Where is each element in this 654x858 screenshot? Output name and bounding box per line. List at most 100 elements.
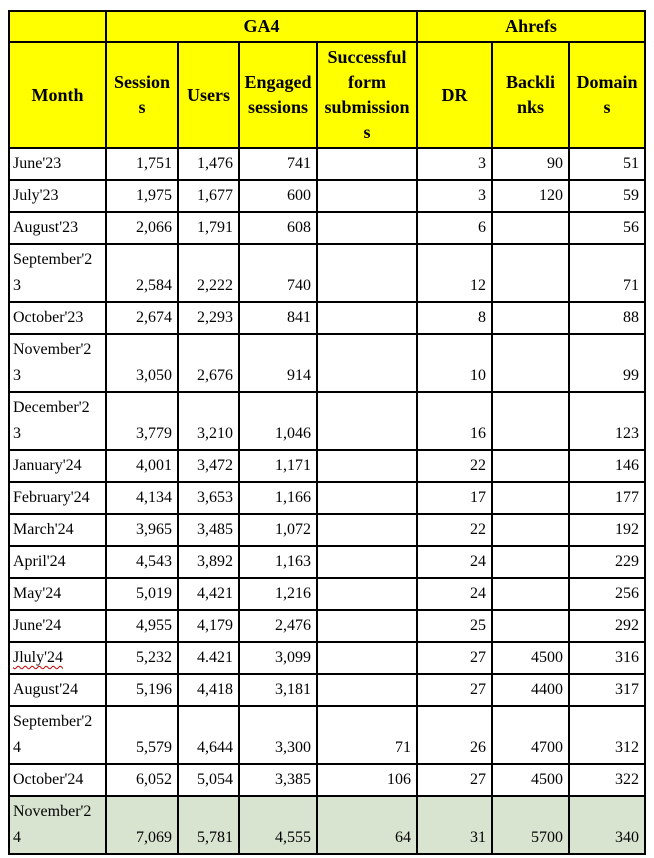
sessions-cell: 3,965 bbox=[105, 513, 179, 547]
month-cell: July'23 bbox=[8, 179, 107, 213]
dr-cell: 10 bbox=[416, 333, 493, 393]
form-submissions-cell bbox=[316, 147, 418, 181]
month-cell: June'23 bbox=[8, 147, 107, 181]
column-header-dr: DR bbox=[416, 41, 493, 149]
dr-cell: 6 bbox=[416, 211, 493, 245]
domains-cell: 99 bbox=[568, 333, 646, 393]
engaged-sessions-cell: 1,166 bbox=[238, 481, 318, 515]
engaged-sessions-cell: 3,181 bbox=[238, 673, 318, 707]
sessions-cell: 4,134 bbox=[105, 481, 179, 515]
form-submissions-cell bbox=[316, 673, 418, 707]
users-cell: 1,791 bbox=[177, 211, 240, 245]
engaged-sessions-cell: 1,171 bbox=[238, 449, 318, 483]
table-row: Jluly'24 5,232 4.421 3,099 27 4500 316 bbox=[8, 641, 646, 675]
sessions-cell: 2,584 bbox=[105, 243, 179, 303]
form-submissions-cell bbox=[316, 609, 418, 643]
column-header-row: Month Sessions Users Engaged sessions Su… bbox=[8, 41, 646, 149]
group-header-row: GA4 Ahrefs bbox=[8, 10, 646, 43]
month-cell: October'24 bbox=[8, 763, 107, 797]
table-row: January'24 4,001 3,472 1,171 22 146 bbox=[8, 449, 646, 483]
domains-cell: 322 bbox=[568, 763, 646, 797]
dr-cell: 27 bbox=[416, 673, 493, 707]
table-row: June'24 4,955 4,179 2,476 25 292 bbox=[8, 609, 646, 643]
backlinks-cell bbox=[491, 481, 570, 515]
analytics-table: GA4 Ahrefs Month Sessions Users Engaged … bbox=[8, 10, 646, 855]
month-cell: December'23 bbox=[8, 391, 107, 451]
sessions-cell: 4,955 bbox=[105, 609, 179, 643]
column-header-users: Users bbox=[177, 41, 240, 149]
domains-cell: 123 bbox=[568, 391, 646, 451]
domains-cell: 192 bbox=[568, 513, 646, 547]
dr-cell: 26 bbox=[416, 705, 493, 765]
form-submissions-cell bbox=[316, 391, 418, 451]
table-row: February'24 4,134 3,653 1,166 17 177 bbox=[8, 481, 646, 515]
column-header-backlinks: Backlinks bbox=[491, 41, 570, 149]
dr-cell: 3 bbox=[416, 179, 493, 213]
users-cell: 4.421 bbox=[177, 641, 240, 675]
dr-cell: 31 bbox=[416, 795, 493, 855]
sessions-cell: 5,196 bbox=[105, 673, 179, 707]
sessions-cell: 3,779 bbox=[105, 391, 179, 451]
domains-cell: 71 bbox=[568, 243, 646, 303]
backlinks-cell: 4400 bbox=[491, 673, 570, 707]
dr-cell: 22 bbox=[416, 449, 493, 483]
table-row: October'24 6,052 5,054 3,385 106 27 4500 322 bbox=[8, 763, 646, 797]
dr-cell: 27 bbox=[416, 641, 493, 675]
users-cell: 2,676 bbox=[177, 333, 240, 393]
engaged-sessions-cell: 3,385 bbox=[238, 763, 318, 797]
sessions-cell: 4,001 bbox=[105, 449, 179, 483]
group-header-ga4: GA4 bbox=[105, 10, 418, 43]
month-cell: May'24 bbox=[8, 577, 107, 611]
form-submissions-cell bbox=[316, 301, 418, 335]
engaged-sessions-cell: 600 bbox=[238, 179, 318, 213]
domains-cell: 229 bbox=[568, 545, 646, 579]
backlinks-cell: 4500 bbox=[491, 641, 570, 675]
backlinks-cell: 90 bbox=[491, 147, 570, 181]
dr-cell: 24 bbox=[416, 545, 493, 579]
engaged-sessions-cell: 1,216 bbox=[238, 577, 318, 611]
domains-cell: 59 bbox=[568, 179, 646, 213]
month-cell: September'24 bbox=[8, 705, 107, 765]
engaged-sessions-cell: 4,555 bbox=[238, 795, 318, 855]
engaged-sessions-cell: 3,300 bbox=[238, 705, 318, 765]
column-header-month: Month bbox=[8, 41, 107, 149]
engaged-sessions-cell: 608 bbox=[238, 211, 318, 245]
users-cell: 1,677 bbox=[177, 179, 240, 213]
sessions-cell: 5,019 bbox=[105, 577, 179, 611]
month-cell: Jluly'24 bbox=[8, 641, 107, 675]
form-submissions-cell bbox=[316, 243, 418, 303]
users-cell: 5,781 bbox=[177, 795, 240, 855]
form-submissions-cell bbox=[316, 179, 418, 213]
column-header-sessions: Sessions bbox=[105, 41, 179, 149]
table-row: September'23 2,584 2,222 740 12 71 bbox=[8, 243, 646, 303]
backlinks-cell: 5700 bbox=[491, 795, 570, 855]
users-cell: 5,054 bbox=[177, 763, 240, 797]
users-cell: 2,222 bbox=[177, 243, 240, 303]
engaged-sessions-cell: 841 bbox=[238, 301, 318, 335]
form-submissions-cell bbox=[316, 513, 418, 547]
month-cell: October'23 bbox=[8, 301, 107, 335]
backlinks-cell bbox=[491, 243, 570, 303]
users-cell: 4,421 bbox=[177, 577, 240, 611]
dr-cell: 12 bbox=[416, 243, 493, 303]
table-header: GA4 Ahrefs Month Sessions Users Engaged … bbox=[8, 10, 646, 149]
month-cell: August'24 bbox=[8, 673, 107, 707]
form-submissions-cell bbox=[316, 545, 418, 579]
dr-cell: 17 bbox=[416, 481, 493, 515]
backlinks-cell: 4700 bbox=[491, 705, 570, 765]
domains-cell: 56 bbox=[568, 211, 646, 245]
users-cell: 4,644 bbox=[177, 705, 240, 765]
table-row: April'24 4,543 3,892 1,163 24 229 bbox=[8, 545, 646, 579]
month-cell: April'24 bbox=[8, 545, 107, 579]
backlinks-cell bbox=[491, 545, 570, 579]
form-submissions-cell: 106 bbox=[316, 763, 418, 797]
dr-cell: 24 bbox=[416, 577, 493, 611]
users-cell: 3,472 bbox=[177, 449, 240, 483]
table-row: July'23 1,975 1,677 600 3 120 59 bbox=[8, 179, 646, 213]
misspelled-month-text: Jluly'24 bbox=[13, 649, 63, 666]
table-row: March'24 3,965 3,485 1,072 22 192 bbox=[8, 513, 646, 547]
backlinks-cell bbox=[491, 333, 570, 393]
backlinks-cell: 120 bbox=[491, 179, 570, 213]
sessions-cell: 6,052 bbox=[105, 763, 179, 797]
domains-cell: 256 bbox=[568, 577, 646, 611]
